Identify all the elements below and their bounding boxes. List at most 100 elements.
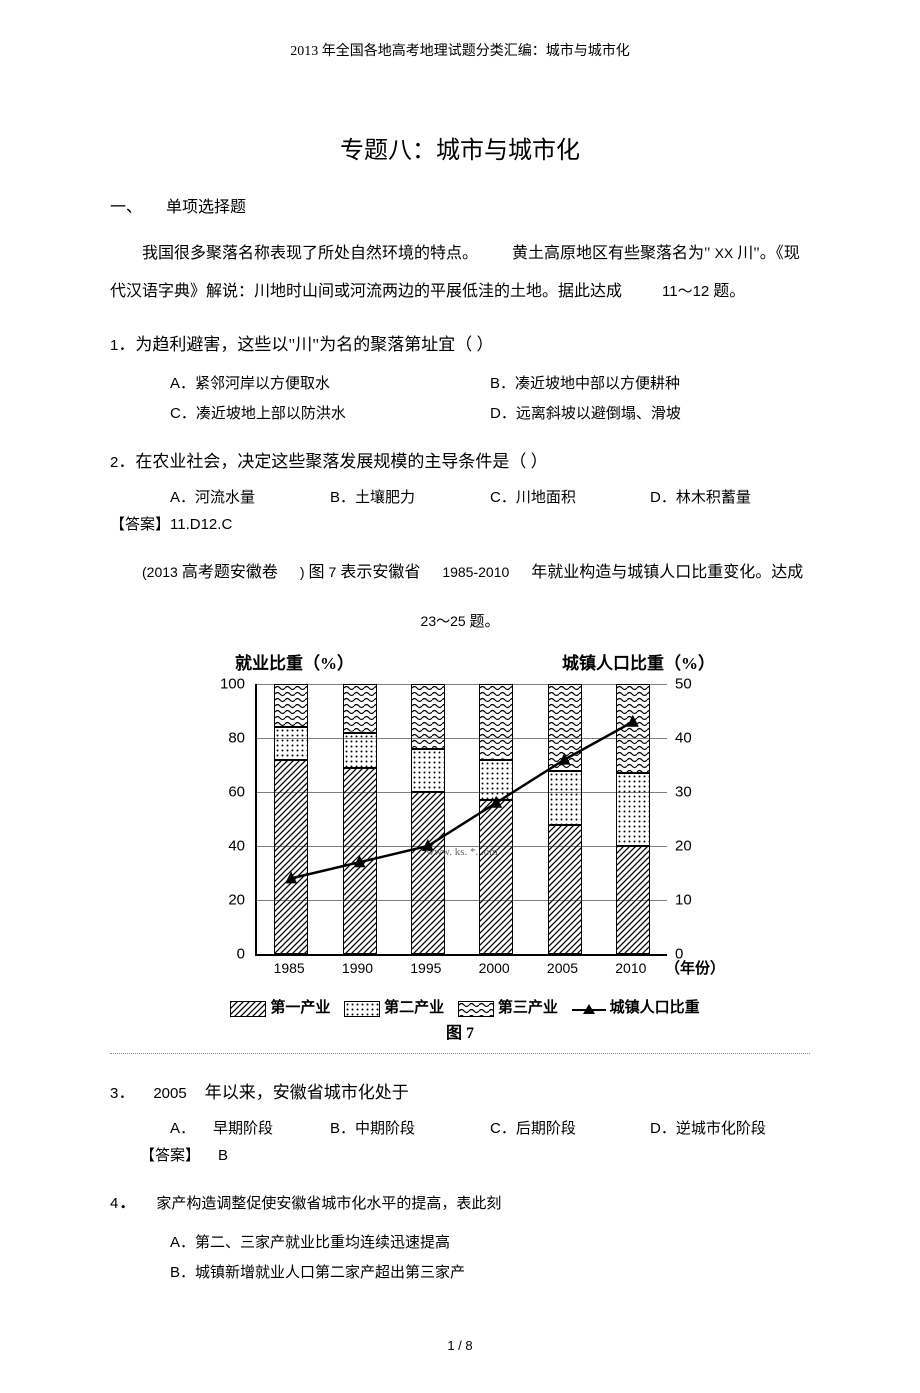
chart-right-axis-title: 城镇人口比重（%） bbox=[562, 649, 715, 674]
option-b: B．中期阶段 bbox=[330, 1117, 490, 1138]
chart-plot-area: www. ks. *. .om （年份） 0020104020603080401… bbox=[195, 674, 725, 994]
legend-label: 第三产业 bbox=[498, 1000, 558, 1016]
option-label: B． bbox=[170, 1264, 195, 1281]
legend-swatch-tertiary bbox=[458, 1001, 494, 1017]
option-text: 第二、三家产就业比重均连续迅速提高 bbox=[195, 1235, 450, 1251]
text: 题。 bbox=[469, 614, 499, 630]
option-text: 土壤肥力 bbox=[355, 490, 415, 506]
text: 黄土高原地区有些聚落名为" bbox=[512, 245, 711, 262]
page: 2013 年全国各地高考地理试题分类汇编：城市与城市化 专题八：城市与城市化 一… bbox=[0, 0, 920, 1393]
text: (2013 bbox=[142, 564, 178, 580]
option-text: 早期阶段 bbox=[213, 1121, 273, 1137]
trend-line bbox=[257, 684, 667, 954]
option-label: D． bbox=[490, 405, 516, 422]
answer-label: 【答案】 bbox=[140, 1148, 200, 1164]
section-heading: 一、 单项选择题 bbox=[110, 193, 810, 217]
page-footer: 1 / 8 bbox=[110, 1338, 810, 1353]
option-text: 中期阶段 bbox=[355, 1121, 415, 1137]
chart-left-axis-title: 就业比重（%） bbox=[235, 649, 354, 674]
context-2: (2013 高考题安徽卷 ) 图 7 表示安徽省 1985-2010 年就业构造… bbox=[110, 554, 810, 592]
option-a: A．紧邻河岸以方便取水 bbox=[170, 369, 490, 399]
option-text: 逆城市化阶段 bbox=[676, 1121, 766, 1137]
text: 7 bbox=[329, 564, 337, 580]
legend-swatch-secondary bbox=[344, 1001, 380, 1017]
x-tick: 2005 bbox=[547, 960, 578, 976]
watermark: www. ks. *. .om bbox=[426, 846, 498, 858]
answer-12: 【答案】11.D12.C bbox=[110, 513, 810, 534]
question-1: 1．为趋利避害，这些以"川"为名的聚落第址宜（ ） bbox=[110, 330, 810, 355]
context-2b: 23～25 题。 bbox=[110, 610, 810, 631]
text: 代汉语字典》解说：川地时山间或河流两边的平展低洼的土地。据此达成 bbox=[110, 283, 622, 300]
chart-figure: 就业比重（%） 城镇人口比重（%） www. ks. *. .om （年份） 0… bbox=[195, 649, 725, 1043]
option-c: C．川地面积 bbox=[490, 486, 650, 507]
q-text: 年以来，安徽省城市化处于 bbox=[205, 1083, 409, 1102]
q-text: 家产构造调整促使安徽省城市化水平的提高，表此刻 bbox=[156, 1196, 501, 1212]
question-4: 4．家产构造调整促使安徽省城市化水平的提高，表此刻 bbox=[110, 1185, 810, 1214]
text: 23～25 bbox=[421, 613, 466, 629]
legend-label: 第二产业 bbox=[384, 1000, 444, 1016]
page-header: 2013 年全国各地高考地理试题分类汇编：城市与城市化 bbox=[110, 40, 810, 60]
x-tick: 1990 bbox=[342, 960, 373, 976]
option-label: C． bbox=[490, 489, 516, 506]
y-left-tick: 60 bbox=[195, 784, 245, 801]
x-tick: 2010 bbox=[615, 960, 646, 976]
option-text: 后期阶段 bbox=[516, 1121, 576, 1137]
option-text: 城镇新增就业人口第二家产超出第三家产 bbox=[195, 1265, 465, 1281]
option-text: 河流水量 bbox=[195, 490, 255, 506]
text: 图 bbox=[309, 564, 325, 581]
option-label: C． bbox=[490, 1120, 516, 1137]
divider bbox=[110, 1053, 810, 1054]
doc-title: 专题八：城市与城市化 bbox=[110, 130, 810, 165]
option-text: 远离斜坡以避倒塌、滑坡 bbox=[516, 406, 681, 422]
option-label: C． bbox=[170, 405, 196, 422]
text: ) bbox=[300, 564, 305, 580]
option-label: B． bbox=[330, 489, 355, 506]
option-b: B．凑近坡地中部以方便耕种 bbox=[490, 369, 810, 399]
x-tick: 1985 bbox=[274, 960, 305, 976]
text: 年就业构造与城镇人口比重变化。达成 bbox=[531, 564, 803, 581]
option-c: C．后期阶段 bbox=[490, 1117, 650, 1138]
q3-options: A．早期阶段 B．中期阶段 C．后期阶段 D．逆城市化阶段 bbox=[170, 1117, 810, 1138]
chart-legend: 第一产业 第二产业 第三产业 城镇人口比重 bbox=[195, 996, 725, 1017]
option-b: B．土壤肥力 bbox=[330, 486, 490, 507]
y-right-tick: 10 bbox=[675, 892, 725, 909]
text: 川"。《现 bbox=[737, 245, 800, 262]
option-text: 紧邻河岸以方便取水 bbox=[195, 376, 330, 392]
option-d: D．远离斜坡以避倒塌、滑坡 bbox=[490, 399, 810, 429]
option-label: D． bbox=[650, 1120, 676, 1137]
option-a: A．早期阶段 bbox=[170, 1117, 330, 1138]
legend-label: 城镇人口比重 bbox=[610, 1000, 700, 1016]
option-a: A．第二、三家产就业比重均连续迅速提高 bbox=[170, 1228, 810, 1258]
answer-3: 【答案】B bbox=[140, 1144, 810, 1165]
text: 高考题安徽卷 bbox=[182, 564, 278, 581]
option-label: D． bbox=[650, 489, 676, 506]
option-d: D．逆城市化阶段 bbox=[650, 1117, 810, 1138]
q-text: ．在农业社会，决定这些聚落发展规模的主导条件是（ ） bbox=[118, 452, 547, 471]
question-2: 2．在农业社会，决定这些聚落发展规模的主导条件是（ ） bbox=[110, 447, 810, 472]
y-left-tick: 40 bbox=[195, 838, 245, 855]
legend-swatch-primary bbox=[230, 1001, 266, 1017]
legend-swatch-line bbox=[572, 1002, 606, 1016]
option-a: A．河流水量 bbox=[170, 486, 330, 507]
intro-para-1: 我国很多聚落名称表现了所处自然环境的特点。 黄土高原地区有些聚落名为" XX 川… bbox=[110, 235, 810, 273]
option-b: B．城镇新增就业人口第二家产超出第三家产 bbox=[170, 1258, 810, 1288]
y-left-tick: 20 bbox=[195, 892, 245, 909]
option-text: 凑近坡地上部以防洪水 bbox=[196, 406, 346, 422]
y-right-tick: 30 bbox=[675, 784, 725, 801]
text: 表示安徽省 bbox=[340, 564, 420, 581]
option-text: 凑近坡地中部以方便耕种 bbox=[515, 376, 680, 392]
y-right-tick: 40 bbox=[675, 730, 725, 747]
q-text: ．为趋利避害，这些以"川"为名的聚落第址宜（ ） bbox=[118, 335, 493, 354]
option-text: 林木积蓄量 bbox=[676, 490, 751, 506]
option-text: 川地面积 bbox=[516, 490, 576, 506]
text: 我国很多聚落名称表现了所处自然环境的特点。 bbox=[142, 245, 478, 262]
x-tick: 1995 bbox=[410, 960, 441, 976]
q2-options: A．河流水量 B．土壤肥力 C．川地面积 D．林木积蓄量 bbox=[170, 486, 810, 507]
option-label: A． bbox=[170, 1234, 195, 1251]
option-label: B． bbox=[330, 1120, 355, 1137]
text: 2005 bbox=[153, 1085, 186, 1102]
y-right-tick: 50 bbox=[675, 676, 725, 693]
legend-label: 第一产业 bbox=[270, 1000, 330, 1016]
chart-caption: 图 7 bbox=[195, 1019, 725, 1043]
option-label: B． bbox=[490, 375, 515, 392]
